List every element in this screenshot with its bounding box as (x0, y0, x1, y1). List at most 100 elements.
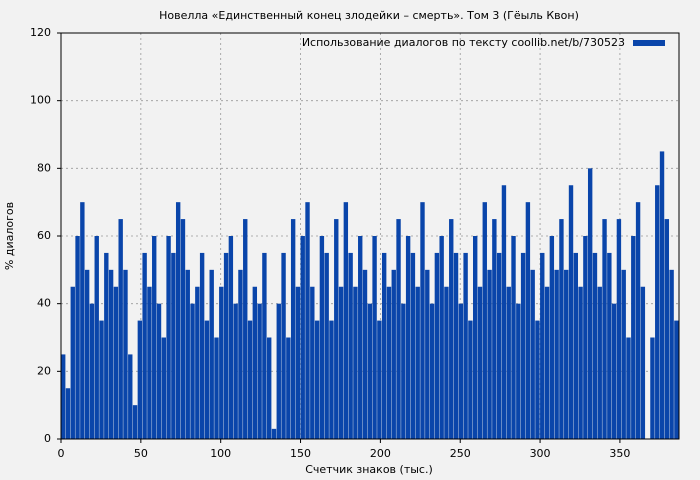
bar (180, 219, 186, 439)
bar (377, 320, 382, 439)
bar (362, 269, 368, 439)
bar (396, 219, 401, 439)
bar (99, 320, 104, 439)
x-tick-label: 350 (609, 447, 630, 460)
bar (204, 320, 210, 439)
bar (128, 354, 133, 439)
bar (290, 219, 296, 439)
y-tick-label: 0 (44, 432, 51, 445)
bar (343, 202, 349, 439)
bar (434, 252, 440, 439)
bar (199, 252, 205, 439)
bar (549, 236, 555, 439)
bar (137, 320, 143, 439)
bar (444, 286, 449, 439)
bar (358, 236, 363, 439)
bar (142, 252, 147, 439)
bar (659, 151, 665, 439)
bar (310, 286, 315, 439)
plot-frame (60, 32, 680, 440)
bar (635, 202, 641, 439)
x-tick-label: 150 (290, 447, 311, 460)
bar (166, 236, 171, 439)
bar (324, 252, 329, 439)
bar (611, 303, 617, 439)
bar (84, 269, 90, 439)
x-tick-label: 100 (210, 447, 231, 460)
y-tick-label: 60 (37, 229, 51, 242)
bar (132, 405, 138, 439)
bar (650, 337, 655, 439)
bar (439, 236, 444, 439)
bar (391, 269, 396, 439)
bar (338, 286, 344, 439)
bar (401, 303, 406, 439)
bar (113, 286, 119, 439)
bar (482, 202, 487, 439)
bar (554, 269, 559, 439)
bar (281, 252, 286, 439)
bar (453, 252, 459, 439)
bar (238, 269, 243, 439)
bar (669, 269, 674, 439)
bar (252, 286, 258, 439)
y-axis-label: % диалогов (3, 202, 16, 270)
bar (214, 337, 219, 439)
bar (473, 236, 478, 439)
bar (276, 303, 281, 439)
bar (568, 185, 574, 439)
bar (520, 252, 526, 439)
x-tick-label: 300 (530, 447, 551, 460)
bar (108, 269, 114, 439)
x-tick-label: 200 (370, 447, 391, 460)
bar (573, 252, 578, 439)
bar (262, 252, 267, 439)
bar (511, 236, 516, 439)
bar (152, 236, 157, 439)
bar (587, 168, 593, 440)
bar (640, 286, 646, 439)
bar (381, 252, 387, 439)
x-tick-label: 0 (58, 447, 65, 460)
bar (420, 202, 425, 439)
bar (228, 236, 234, 439)
bar (487, 269, 492, 439)
bar (477, 286, 483, 439)
bar (506, 286, 511, 439)
bar (674, 320, 679, 439)
bar (525, 202, 531, 439)
chart-title: Новелла «Единственный конец злодейки – с… (159, 9, 579, 22)
bar (367, 303, 372, 439)
y-tick-label: 40 (37, 297, 51, 310)
bar (243, 219, 248, 439)
y-tick-label: 80 (37, 161, 51, 174)
bar (626, 337, 631, 439)
bar (410, 252, 416, 439)
y-tick-label: 120 (30, 26, 51, 39)
bar (171, 252, 176, 439)
bar (535, 320, 540, 439)
bar (597, 286, 602, 439)
bar (175, 202, 181, 439)
bar (578, 286, 583, 439)
bar (118, 219, 123, 439)
bar (147, 286, 152, 439)
bar (75, 236, 80, 439)
x-tick-label: 250 (450, 447, 471, 460)
bar (468, 320, 473, 439)
bar (94, 236, 99, 439)
bar (544, 286, 550, 439)
bar (195, 286, 200, 439)
bar (80, 202, 85, 439)
legend-swatch (633, 40, 665, 46)
bar (353, 286, 358, 439)
bar (405, 236, 411, 439)
bar (415, 286, 420, 439)
bar (161, 337, 166, 439)
bar (104, 252, 109, 439)
bar (300, 236, 305, 439)
bar (621, 269, 626, 439)
bar (156, 303, 162, 439)
bar (257, 303, 262, 439)
